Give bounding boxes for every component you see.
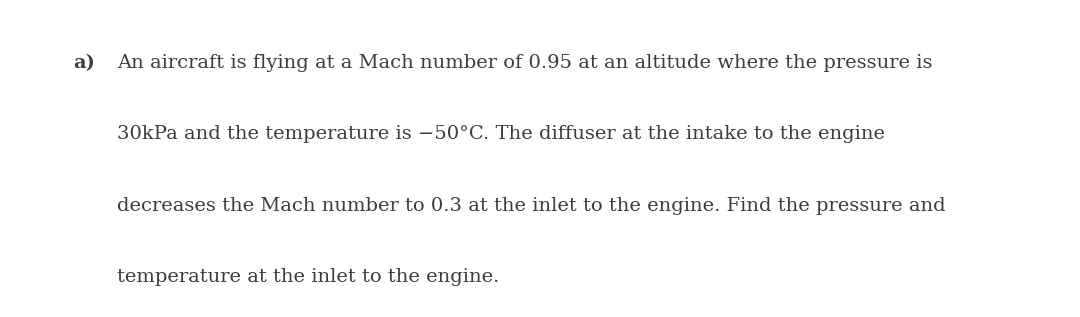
Text: temperature at the inlet to the engine.: temperature at the inlet to the engine. <box>117 268 499 286</box>
Text: a): a) <box>73 54 95 72</box>
Text: decreases the Mach number to 0.3 at the inlet to the engine. Find the pressure a: decreases the Mach number to 0.3 at the … <box>117 197 945 215</box>
Text: An aircraft is flying at a Mach number of 0.95 at an altitude where the pressure: An aircraft is flying at a Mach number o… <box>117 54 932 72</box>
Text: 30kPa and the temperature is −50°C. The diffuser at the intake to the engine: 30kPa and the temperature is −50°C. The … <box>117 125 885 143</box>
